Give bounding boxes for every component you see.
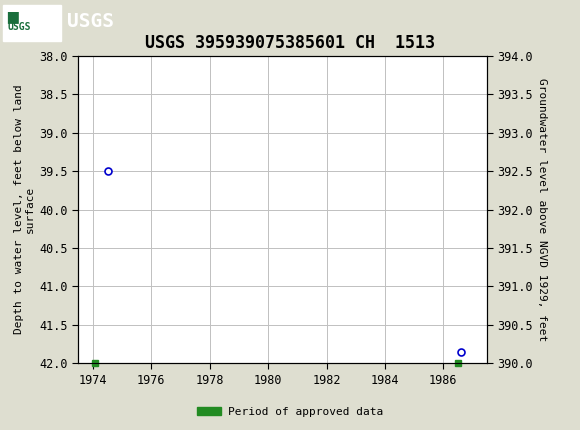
FancyBboxPatch shape [3, 4, 61, 41]
Y-axis label: Groundwater level above NGVD 1929, feet: Groundwater level above NGVD 1929, feet [538, 78, 548, 341]
Text: USGS 395939075385601 CH  1513: USGS 395939075385601 CH 1513 [145, 34, 435, 52]
Legend: Period of approved data: Period of approved data [193, 402, 387, 421]
Text: ██
USGS: ██ USGS [8, 11, 31, 32]
Y-axis label: Depth to water level, feet below land
surface: Depth to water level, feet below land su… [13, 85, 35, 335]
Text: USGS: USGS [67, 12, 114, 31]
